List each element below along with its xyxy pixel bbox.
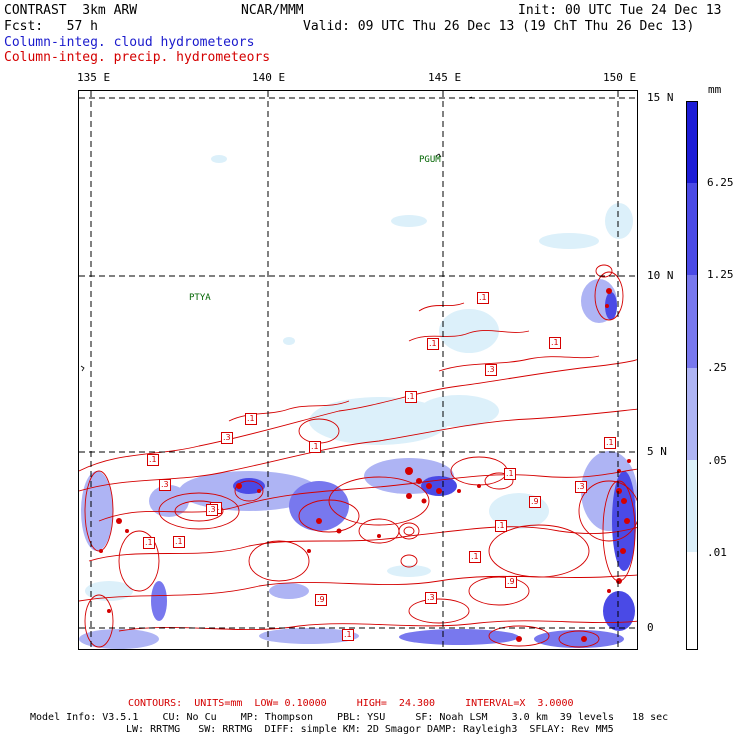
field-precip-title: Column-integ. precip. hydrometeors bbox=[4, 50, 271, 65]
colorbar-segment-6 bbox=[687, 102, 697, 183]
cloud-shading bbox=[79, 155, 637, 649]
contour-label: .9 bbox=[315, 594, 327, 606]
place-label-ptya: PTYA bbox=[189, 293, 211, 303]
forecast-hour: Fcst: 57 h bbox=[4, 19, 98, 34]
colorbar-segment-4 bbox=[687, 275, 697, 368]
contour-label: .3 bbox=[159, 479, 171, 491]
contour-label: .3 bbox=[485, 364, 497, 376]
contour-label: .1 bbox=[495, 520, 507, 532]
contour-label: .1 bbox=[469, 551, 481, 563]
contour-label: .3 bbox=[425, 592, 437, 604]
contour-label: .1 bbox=[477, 292, 489, 304]
graticule bbox=[79, 91, 637, 649]
lon-label-135: 135 E bbox=[77, 71, 111, 84]
island-marks bbox=[80, 96, 473, 372]
colorbar-segment-2 bbox=[687, 460, 697, 552]
contour-label: .3 bbox=[206, 504, 218, 516]
colorbar-label-.05: .05 bbox=[707, 454, 727, 467]
contour-label: .1 bbox=[173, 536, 185, 548]
valid-time: Valid: 09 UTC Thu 26 Dec 13 (19 ChT Thu … bbox=[303, 19, 695, 34]
contour-label: .9 bbox=[529, 496, 541, 508]
colorbar-unit: mm bbox=[708, 83, 722, 96]
lat-label-15n: 15 N bbox=[647, 91, 674, 104]
contour-label: .1 bbox=[309, 441, 321, 453]
contour-label: .9 bbox=[505, 576, 517, 588]
init-time: Init: 00 UTC Tue 24 Dec 13 bbox=[518, 3, 722, 18]
contour-label: .1 bbox=[342, 629, 354, 641]
contour-label: .1 bbox=[549, 337, 561, 349]
lat-label-10n: 10 N bbox=[647, 269, 674, 282]
contour-label: .1 bbox=[405, 391, 417, 403]
contour-label: .1 bbox=[147, 454, 159, 466]
lat-label-5n: 5 N bbox=[647, 445, 667, 458]
contour-label: .3 bbox=[575, 481, 587, 493]
lat-label-0: 0 bbox=[647, 621, 654, 634]
contour-label: .1 bbox=[604, 437, 616, 449]
colorbar-label-1.25: 1.25 bbox=[707, 268, 734, 281]
lon-label-150: 150 E bbox=[603, 71, 637, 84]
contours-info: CONTOURS: UNITS=mm LOW= 0.10000 HIGH= 24… bbox=[128, 698, 574, 709]
org-title: NCAR/MMM bbox=[241, 3, 304, 18]
model-info-line-1: Model Info: V3.5.1 CU: No Cu MP: Thompso… bbox=[30, 712, 669, 723]
colorbar-segment-5 bbox=[687, 183, 697, 275]
place-label-pgum: PGUM bbox=[419, 155, 441, 165]
lon-label-145: 145 E bbox=[428, 71, 462, 84]
contour-label: .1 bbox=[143, 537, 155, 549]
colorbar-segment-1 bbox=[687, 552, 697, 649]
colorbar bbox=[686, 101, 698, 650]
contour-label: .3 bbox=[221, 432, 233, 444]
contour-label: .1 bbox=[427, 338, 439, 350]
precip-cores bbox=[99, 288, 631, 642]
model-info-line-2: LW: RRTMG SW: RRTMG DIFF: simple KM: 2D … bbox=[126, 724, 614, 735]
contour-label: .1 bbox=[504, 468, 516, 480]
map-layer bbox=[79, 91, 637, 649]
colorbar-label-6.25: 6.25 bbox=[707, 176, 734, 189]
colorbar-label-.25: .25 bbox=[707, 361, 727, 374]
field-cloud-title: Column-integ. cloud hydrometeors bbox=[4, 35, 255, 50]
lon-label-140: 140 E bbox=[252, 71, 286, 84]
contour-label: .1 bbox=[245, 413, 257, 425]
model-title: CONTRAST 3km ARW bbox=[4, 3, 138, 18]
colorbar-label-.01: .01 bbox=[707, 546, 727, 559]
colorbar-segment-3 bbox=[687, 368, 697, 460]
map-plot: PGUM PTYA .1 .1 .1 .3 .1 .1 .3 .1 .1 .1 … bbox=[78, 90, 638, 650]
